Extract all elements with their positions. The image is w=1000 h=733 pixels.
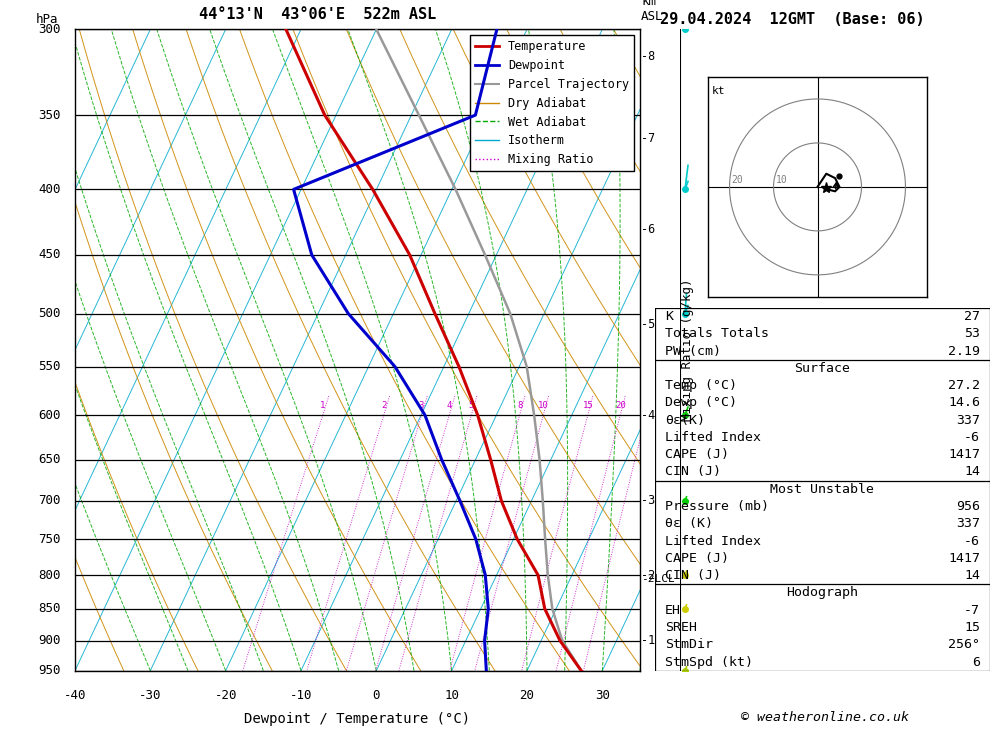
Text: CAPE (J): CAPE (J) [665,448,729,461]
Text: 256°: 256° [948,638,980,652]
Text: 1417: 1417 [948,448,980,461]
Text: Lifted Index: Lifted Index [665,431,761,444]
Text: 4: 4 [447,401,452,410]
Text: 27: 27 [964,310,980,323]
Text: Hodograph: Hodograph [786,586,858,600]
Text: -40: -40 [64,689,86,701]
Text: 14: 14 [964,465,980,479]
Text: 10: 10 [538,401,549,410]
Text: 550: 550 [38,360,61,373]
Text: K: K [665,310,673,323]
Text: -5: -5 [641,318,655,331]
Text: PW (cm): PW (cm) [665,345,721,358]
Text: 800: 800 [38,569,61,581]
Text: Temp (°C): Temp (°C) [665,379,737,392]
Text: -7: -7 [964,604,980,616]
Text: Dewpoint / Temperature (°C): Dewpoint / Temperature (°C) [244,712,471,726]
Text: 1417: 1417 [948,552,980,565]
Text: 900: 900 [38,634,61,647]
Text: -10: -10 [290,689,312,701]
Text: 44°13'N  43°06'E  522m ASL: 44°13'N 43°06'E 522m ASL [199,7,437,21]
Text: -6: -6 [964,534,980,548]
Text: 6: 6 [972,655,980,668]
Text: CAPE (J): CAPE (J) [665,552,729,565]
Text: 400: 400 [38,183,61,196]
Text: 29.04.2024  12GMT  (Base: 06): 29.04.2024 12GMT (Base: 06) [660,12,925,27]
Text: 3: 3 [419,401,424,410]
Text: -6: -6 [641,223,655,236]
Text: 337: 337 [956,517,980,531]
Text: -3: -3 [641,494,655,507]
Text: 300: 300 [38,23,61,36]
Text: © weatheronline.co.uk: © weatheronline.co.uk [741,711,909,724]
Text: -4: -4 [641,408,655,421]
Text: 2.19: 2.19 [948,345,980,358]
Text: Dewp (°C): Dewp (°C) [665,397,737,410]
Text: -8: -8 [641,50,655,63]
Legend: Temperature, Dewpoint, Parcel Trajectory, Dry Adiabat, Wet Adiabat, Isotherm, Mi: Temperature, Dewpoint, Parcel Trajectory… [470,35,634,171]
Text: 956: 956 [956,500,980,513]
Text: 15: 15 [582,401,593,410]
Text: 5: 5 [469,401,474,410]
Text: -2LCL: -2LCL [641,573,675,583]
Text: km
ASL: km ASL [641,0,664,23]
Text: Mixing Ratio (g/kg): Mixing Ratio (g/kg) [680,279,694,421]
Text: 1: 1 [320,401,325,410]
Text: 2: 2 [381,401,386,410]
Text: 20: 20 [615,401,626,410]
Text: 14: 14 [964,569,980,582]
Text: Totals Totals: Totals Totals [665,327,769,340]
Text: Most Unstable: Most Unstable [770,483,874,496]
Text: 30: 30 [595,689,610,701]
Text: 337: 337 [956,413,980,427]
Text: 14.6: 14.6 [948,397,980,410]
Text: 600: 600 [38,408,61,421]
Text: hPa: hPa [36,13,58,26]
Text: EH: EH [665,604,681,616]
Text: 10: 10 [776,174,787,185]
Text: -1: -1 [641,634,655,647]
Text: 20: 20 [519,689,534,701]
Text: -2: -2 [641,569,655,581]
Text: CIN (J): CIN (J) [665,569,721,582]
Text: 8: 8 [517,401,522,410]
Text: Lifted Index: Lifted Index [665,534,761,548]
Text: -7: -7 [641,132,655,145]
Text: 700: 700 [38,494,61,507]
Text: 15: 15 [964,621,980,634]
Text: 850: 850 [38,603,61,615]
Text: 500: 500 [38,307,61,320]
Text: 27.2: 27.2 [948,379,980,392]
Text: kt: kt [712,86,725,96]
Text: 20: 20 [732,174,743,185]
Text: SREH: SREH [665,621,697,634]
Text: 950: 950 [38,664,61,677]
Text: -20: -20 [214,689,237,701]
Text: θε (K): θε (K) [665,517,713,531]
Text: 450: 450 [38,248,61,262]
Text: Surface: Surface [794,362,850,375]
Text: 10: 10 [444,689,459,701]
Text: 350: 350 [38,108,61,122]
Text: StmDir: StmDir [665,638,713,652]
Text: θε(K): θε(K) [665,413,705,427]
Text: Pressure (mb): Pressure (mb) [665,500,769,513]
Text: 0: 0 [373,689,380,701]
Text: 650: 650 [38,453,61,466]
Text: StmSpd (kt): StmSpd (kt) [665,655,753,668]
Text: 53: 53 [964,327,980,340]
Text: -30: -30 [139,689,162,701]
Text: CIN (J): CIN (J) [665,465,721,479]
Text: 750: 750 [38,533,61,545]
Text: -6: -6 [964,431,980,444]
